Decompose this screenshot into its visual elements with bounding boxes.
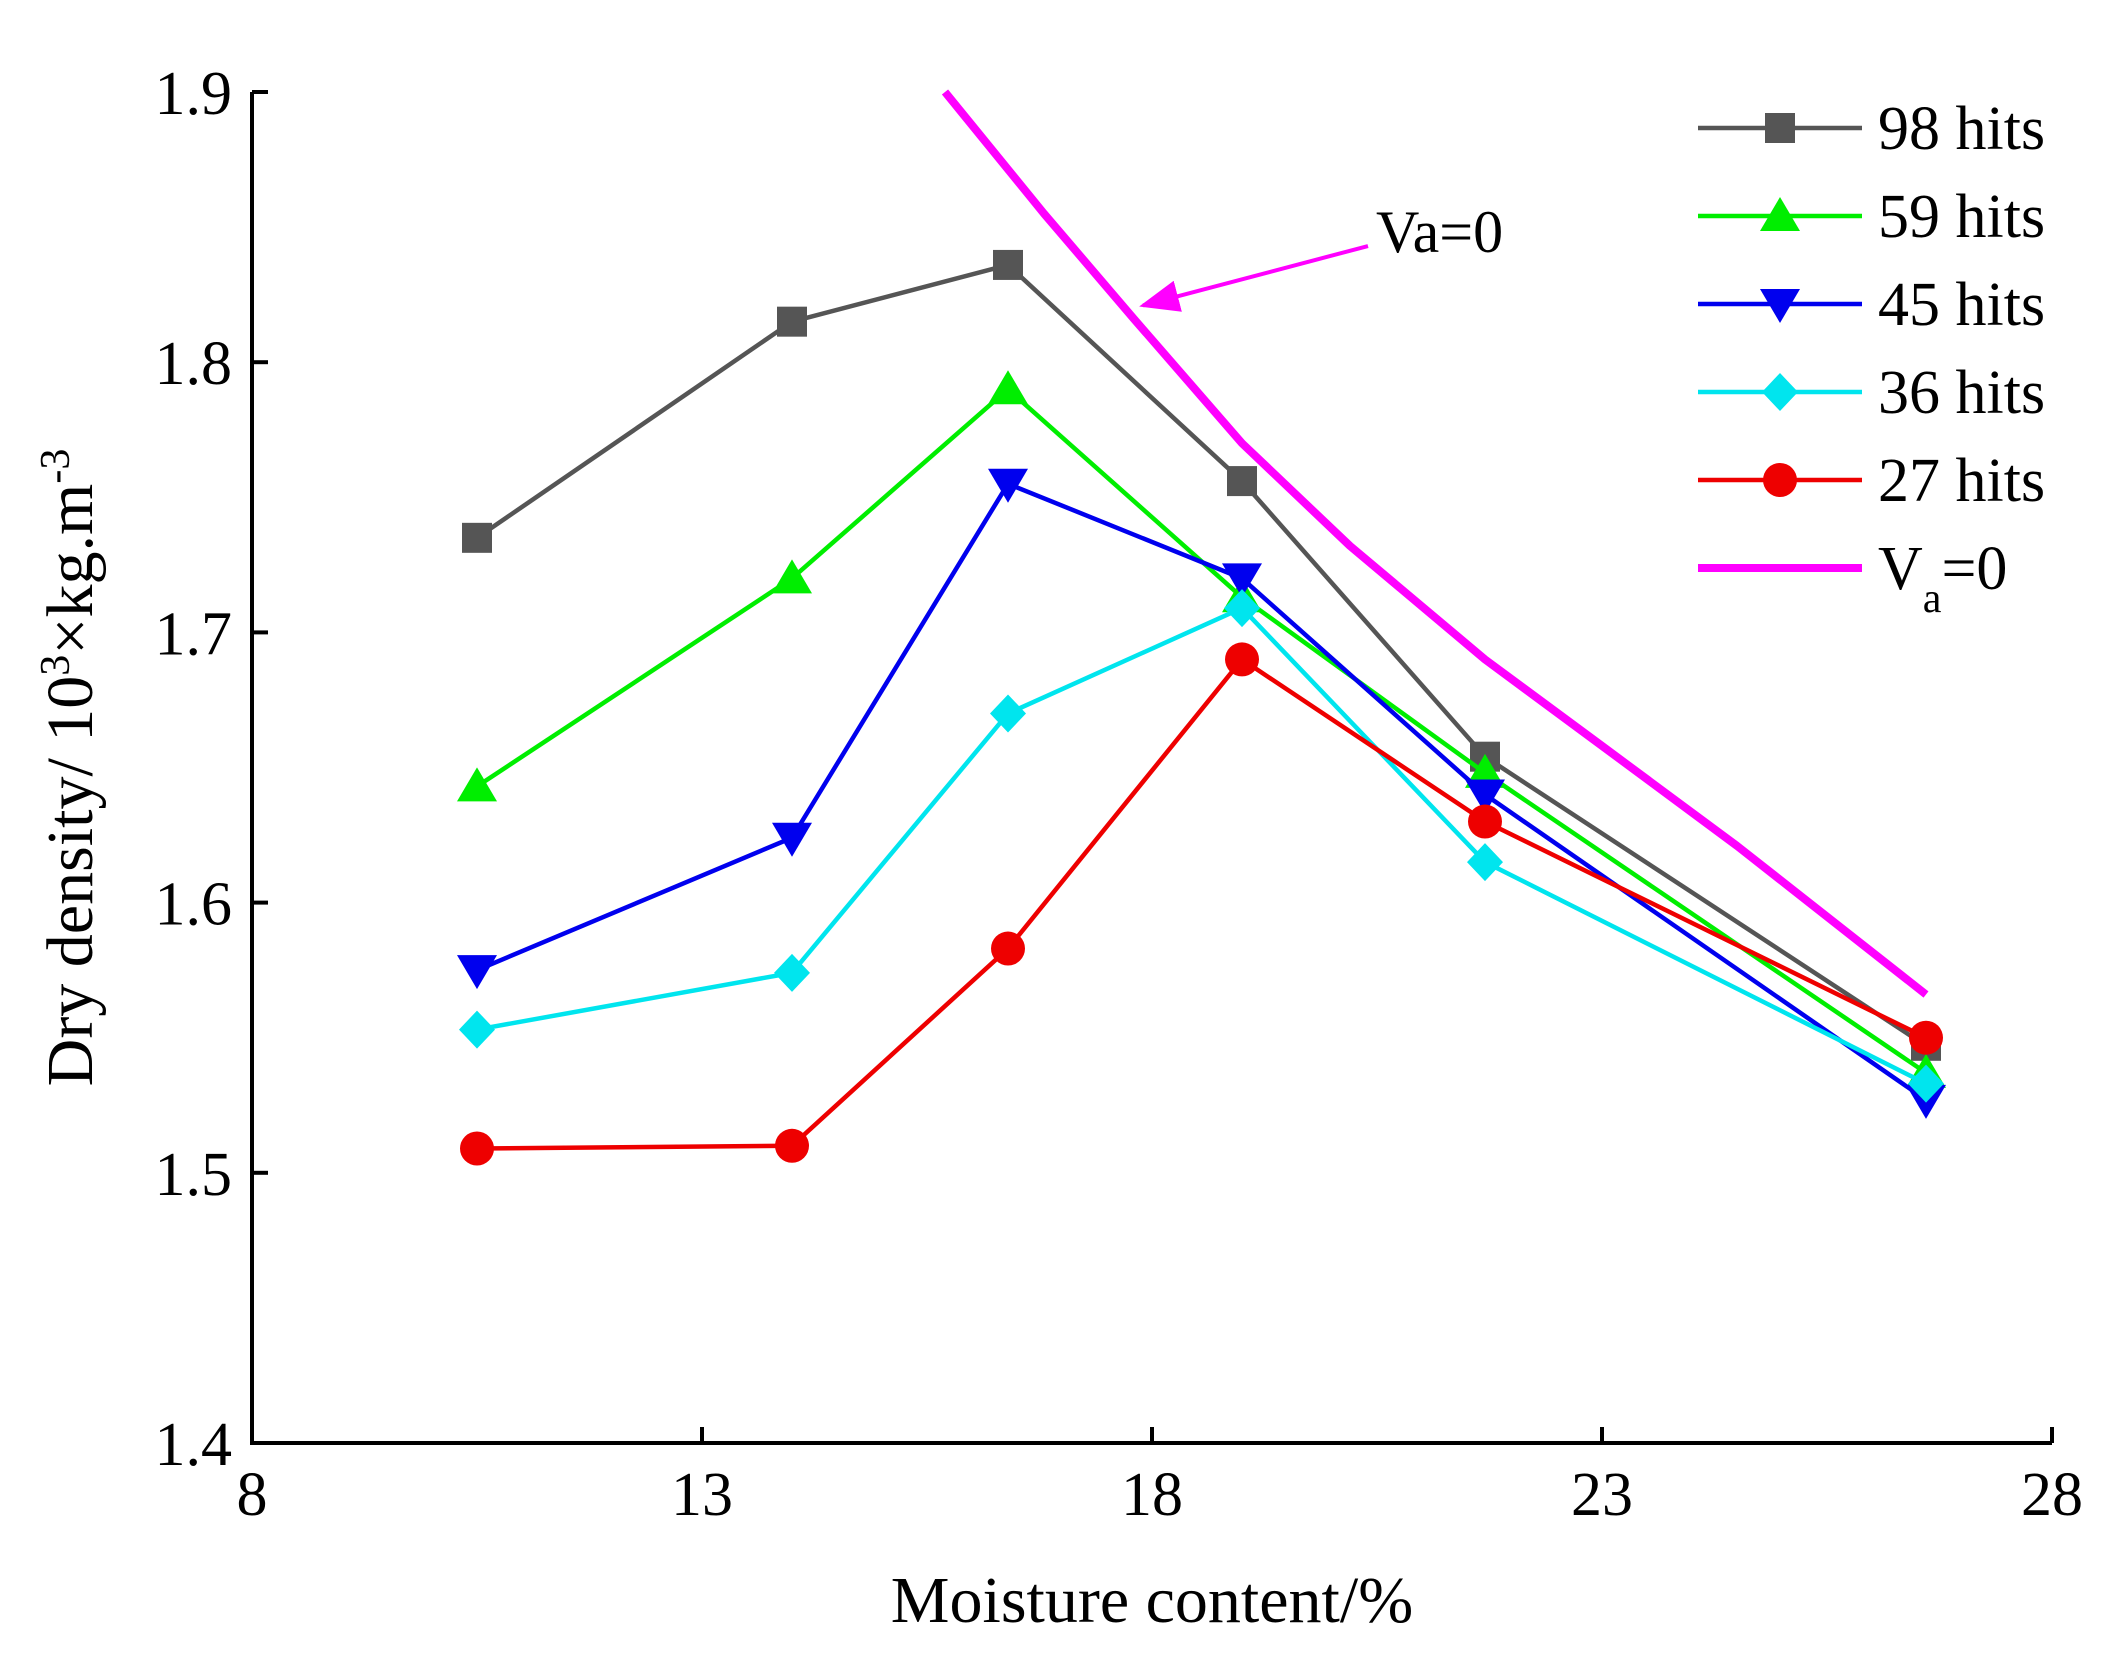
data-point-45-hits bbox=[772, 822, 812, 857]
y-tick-label: 1.5 bbox=[155, 1141, 233, 1209]
series-line-36-hits bbox=[476, 605, 1928, 1086]
series-line-27-hits bbox=[476, 657, 1927, 1151]
legend-label-59-hits: 59 hits bbox=[1878, 183, 2045, 251]
x-tick-label: 23 bbox=[1571, 1461, 1633, 1529]
annotation-arrow bbox=[1139, 244, 1369, 312]
legend-label-98-hits: 98 hits bbox=[1878, 95, 2045, 163]
annotation-label: Va=0 bbox=[1376, 199, 1503, 265]
y-axis-title-sup1: 3 bbox=[33, 655, 79, 676]
data-point-36-hits bbox=[990, 694, 1026, 733]
legend-marker-36-hits bbox=[1762, 373, 1798, 411]
data-point-59-hits bbox=[988, 370, 1028, 405]
legend-marker-59-hits bbox=[1760, 197, 1800, 231]
data-point-36-hits bbox=[1467, 843, 1503, 882]
data-point-59-hits bbox=[772, 559, 812, 594]
data-point-59-hits bbox=[457, 767, 497, 802]
y-tick-label: 1.9 bbox=[155, 60, 233, 128]
annotation: Va=0 bbox=[1139, 199, 1503, 312]
legend-marker-45-hits bbox=[1760, 289, 1800, 323]
y-tick-label: 1.4 bbox=[155, 1411, 233, 1479]
legend-marker-98-hits bbox=[1765, 113, 1795, 143]
y-tick-label: 1.7 bbox=[155, 600, 233, 668]
series-line-98-hits bbox=[475, 262, 1928, 1048]
y-tick-label: 1.8 bbox=[155, 330, 233, 398]
legend: 98 hits 59 hits 45 hits 36 hits 27 hits Va=0 bbox=[1698, 95, 2045, 622]
y-tick-label: 1.6 bbox=[155, 871, 233, 939]
series-45-hits bbox=[457, 468, 1946, 1119]
x-axis-title: Moisture content/% bbox=[891, 1564, 1413, 1637]
data-point-27-hits bbox=[460, 1131, 494, 1166]
x-tick-label: 28 bbox=[2021, 1461, 2083, 1529]
data-point-36-hits bbox=[1908, 1064, 1944, 1103]
series-line-45-hits bbox=[476, 481, 1928, 1102]
data-point-27-hits bbox=[991, 931, 1025, 966]
data-point-98-hits bbox=[993, 249, 1023, 280]
series-line-59-hits bbox=[475, 386, 1928, 1075]
data-point-98-hits bbox=[462, 522, 492, 553]
data-point-98-hits bbox=[1227, 466, 1257, 497]
data-point-27-hits bbox=[775, 1128, 809, 1163]
data-point-36-hits bbox=[1224, 589, 1260, 628]
x-tick-label: 13 bbox=[671, 1461, 733, 1529]
va-zero-curve bbox=[941, 89, 1929, 998]
data-point-45-hits bbox=[457, 955, 497, 990]
data-point-27-hits bbox=[1225, 642, 1259, 677]
y-axis-title-mid: ×kg.m bbox=[34, 484, 107, 655]
series-98-hits bbox=[462, 249, 1941, 1061]
legend-label-45-hits: 45 hits bbox=[1878, 271, 2045, 339]
data-point-36-hits bbox=[774, 953, 810, 992]
legend-label-36-hits: 36 hits bbox=[1878, 359, 2045, 427]
x-tick-label: 18 bbox=[1121, 1461, 1183, 1529]
y-axis-title-sup2: -3 bbox=[33, 449, 79, 484]
plot-area bbox=[457, 89, 1946, 1166]
legend-label-va-zero: Va=0 bbox=[1878, 535, 2007, 622]
data-point-45-hits bbox=[988, 468, 1028, 503]
data-point-27-hits bbox=[1909, 1020, 1943, 1055]
legend-marker-27-hits bbox=[1763, 463, 1797, 497]
data-point-45-hits bbox=[1465, 779, 1505, 814]
series-27-hits bbox=[460, 642, 1943, 1166]
data-point-27-hits bbox=[1468, 804, 1502, 839]
x-tick-label: 8 bbox=[237, 1461, 268, 1529]
data-point-45-hits bbox=[1222, 563, 1262, 598]
data-point-98-hits bbox=[777, 306, 807, 337]
y-axis-title: Dry density/ 103×kg.m-3 bbox=[33, 449, 107, 1087]
y-axis-title-prefix: Dry density/ 10 bbox=[34, 676, 107, 1087]
axes: 1.4 1.5 1.6 1.7 1.8 1.9 8 13 18 23 28 bbox=[155, 60, 2084, 1529]
series-36-hits bbox=[459, 589, 1944, 1103]
legend-label-27-hits: 27 hits bbox=[1878, 447, 2045, 515]
data-point-59-hits bbox=[1465, 753, 1505, 788]
data-point-36-hits bbox=[459, 1010, 495, 1049]
